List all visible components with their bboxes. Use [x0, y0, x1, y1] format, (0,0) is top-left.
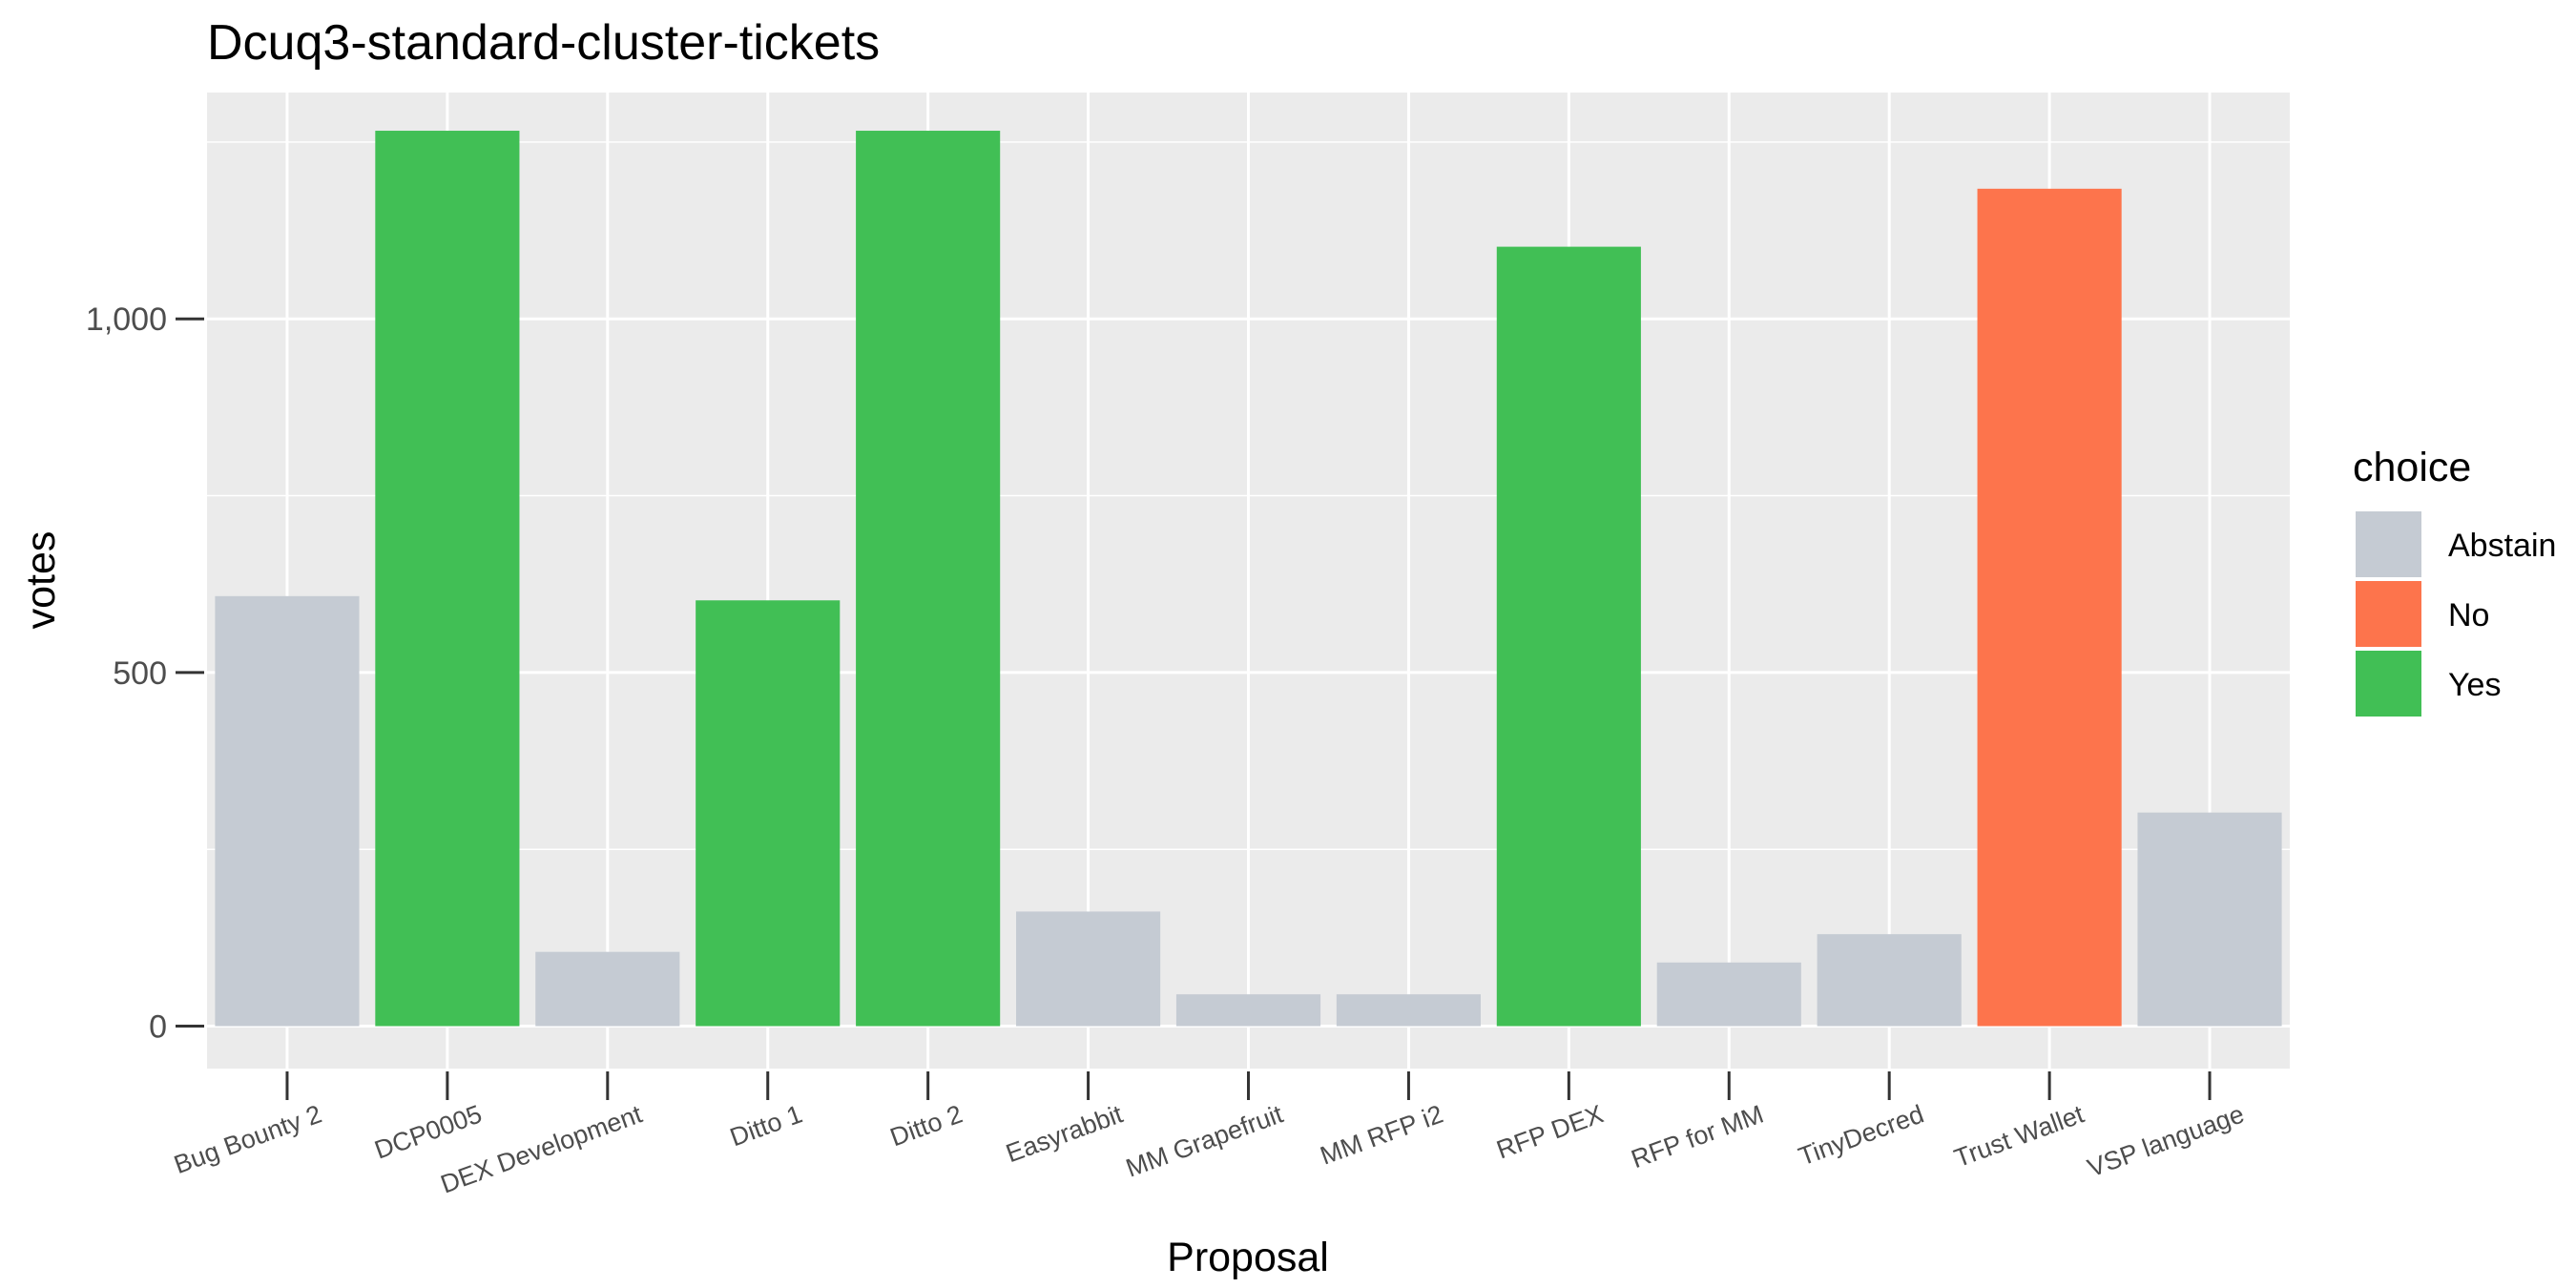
legend-swatch-yes — [2356, 651, 2421, 717]
legend-title: choice — [2353, 445, 2471, 490]
bars — [215, 131, 2282, 1027]
bar-easyrabbit — [1016, 911, 1161, 1027]
bar-dcp0005 — [375, 131, 520, 1027]
bar-ditto-2 — [856, 131, 1001, 1027]
legend-label-no: No — [2448, 597, 2489, 634]
legend-swatch-no — [2356, 581, 2421, 647]
bar-mm-grapefruit — [1175, 994, 1321, 1027]
bar-rfp-dex — [1496, 246, 1641, 1027]
bar-vsp-language — [2137, 812, 2282, 1027]
bar-ditto-1 — [696, 600, 841, 1027]
legend-label-abstain: Abstain — [2448, 528, 2556, 564]
bar-trust-wallet — [1977, 188, 2122, 1027]
chart-title: Dcuq3-standard-cluster-tickets — [207, 15, 880, 71]
bar-rfp-for-mm — [1656, 962, 1801, 1027]
legend: choice Abstain No Yes — [2353, 445, 2556, 717]
y-tick-label: 0 — [149, 1009, 167, 1046]
y-tick-label: 1,000 — [86, 301, 167, 338]
y-axis-title: votes — [18, 531, 64, 630]
y-tick-label: 500 — [113, 655, 167, 692]
legend-swatch-abstain — [2356, 511, 2421, 577]
bar-bug-bounty-2 — [215, 595, 360, 1027]
bar-mm-rfp-i2 — [1336, 994, 1481, 1027]
x-axis-title: Proposal — [1167, 1235, 1329, 1280]
legend-label-yes: Yes — [2448, 667, 2501, 703]
y-axis: 0 500 1,000 — [86, 301, 204, 1046]
bar-tinydecred — [1817, 934, 1962, 1027]
bar-dex-development — [535, 951, 680, 1027]
